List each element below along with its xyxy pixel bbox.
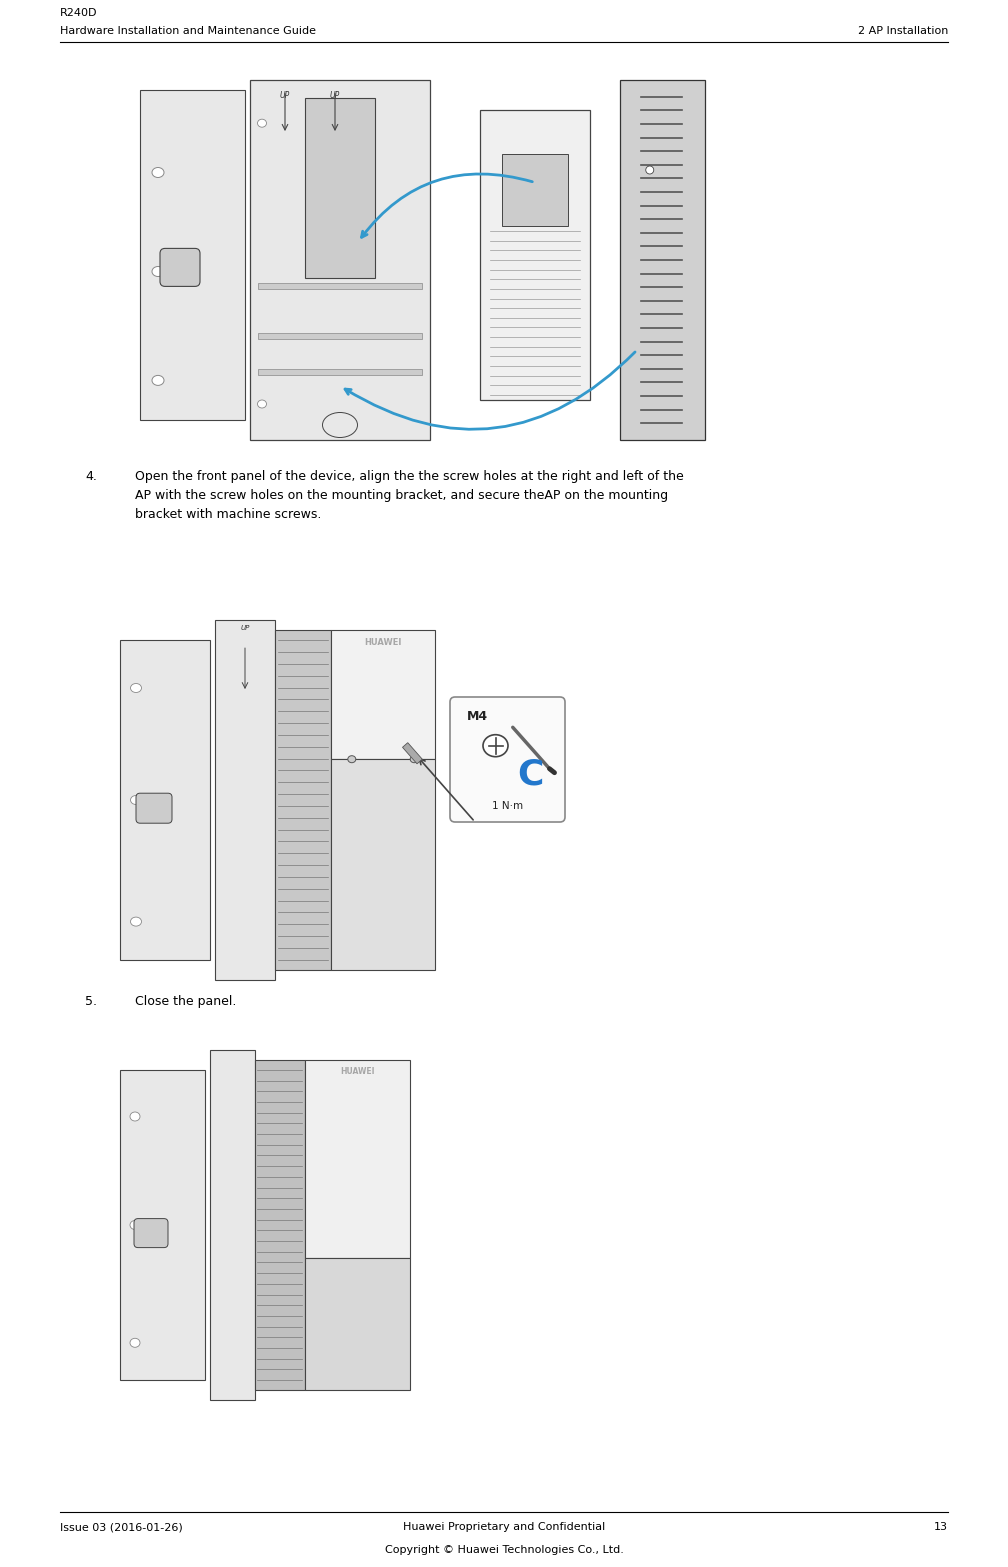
Text: Open the front panel of the device, align the the screw holes at the right and l: Open the front panel of the device, alig… <box>135 470 683 520</box>
Bar <box>480 110 590 400</box>
FancyBboxPatch shape <box>134 1219 168 1247</box>
Ellipse shape <box>410 755 418 763</box>
Ellipse shape <box>152 168 164 177</box>
Bar <box>250 80 430 440</box>
Bar <box>331 630 435 758</box>
Bar <box>140 89 245 420</box>
Ellipse shape <box>130 1113 140 1120</box>
Text: Copyright © Huawei Technologies Co., Ltd.: Copyright © Huawei Technologies Co., Ltd… <box>385 1545 623 1554</box>
FancyBboxPatch shape <box>136 793 172 823</box>
Ellipse shape <box>130 796 141 804</box>
Bar <box>258 334 422 338</box>
Text: Huawei Proprietary and Confidential: Huawei Proprietary and Confidential <box>403 1522 605 1533</box>
Bar <box>120 639 210 961</box>
Text: C: C <box>517 758 543 791</box>
Ellipse shape <box>646 166 654 174</box>
Text: HUAWEI: HUAWEI <box>340 1067 375 1077</box>
Bar <box>331 758 435 970</box>
Text: Close the panel.: Close the panel. <box>135 995 236 1008</box>
Ellipse shape <box>130 1338 140 1348</box>
Bar <box>502 154 568 226</box>
Ellipse shape <box>348 755 356 763</box>
Ellipse shape <box>323 412 358 437</box>
Bar <box>620 80 705 440</box>
Bar <box>304 1258 410 1390</box>
Text: M4: M4 <box>467 710 488 722</box>
Ellipse shape <box>130 917 141 926</box>
Ellipse shape <box>130 1221 140 1230</box>
FancyBboxPatch shape <box>450 697 565 823</box>
Text: R240D: R240D <box>60 8 98 17</box>
Ellipse shape <box>130 683 141 693</box>
Text: 13: 13 <box>934 1522 948 1533</box>
Text: UP: UP <box>240 625 250 632</box>
FancyBboxPatch shape <box>160 249 200 287</box>
Text: HUAWEI: HUAWEI <box>364 638 401 647</box>
Bar <box>215 621 275 979</box>
Text: 5.: 5. <box>85 995 97 1008</box>
Text: Hardware Installation and Maintenance Guide: Hardware Installation and Maintenance Gu… <box>60 27 316 36</box>
Bar <box>275 630 331 970</box>
Text: 4.: 4. <box>85 470 97 483</box>
Bar <box>258 370 422 375</box>
Bar <box>304 1059 410 1258</box>
Text: Issue 03 (2016-01-26): Issue 03 (2016-01-26) <box>60 1522 182 1533</box>
Ellipse shape <box>152 376 164 385</box>
Ellipse shape <box>483 735 508 757</box>
Bar <box>210 1050 255 1399</box>
Bar <box>258 282 422 288</box>
Ellipse shape <box>257 400 266 407</box>
Ellipse shape <box>152 266 164 276</box>
Bar <box>120 1070 205 1381</box>
Bar <box>402 743 422 763</box>
Bar <box>305 99 375 277</box>
Text: 2 AP Installation: 2 AP Installation <box>858 27 948 36</box>
Text: UP: UP <box>280 91 290 100</box>
Text: 1 N·m: 1 N·m <box>492 801 523 812</box>
Text: UP: UP <box>330 91 340 100</box>
Bar <box>255 1059 304 1390</box>
Ellipse shape <box>257 119 266 127</box>
